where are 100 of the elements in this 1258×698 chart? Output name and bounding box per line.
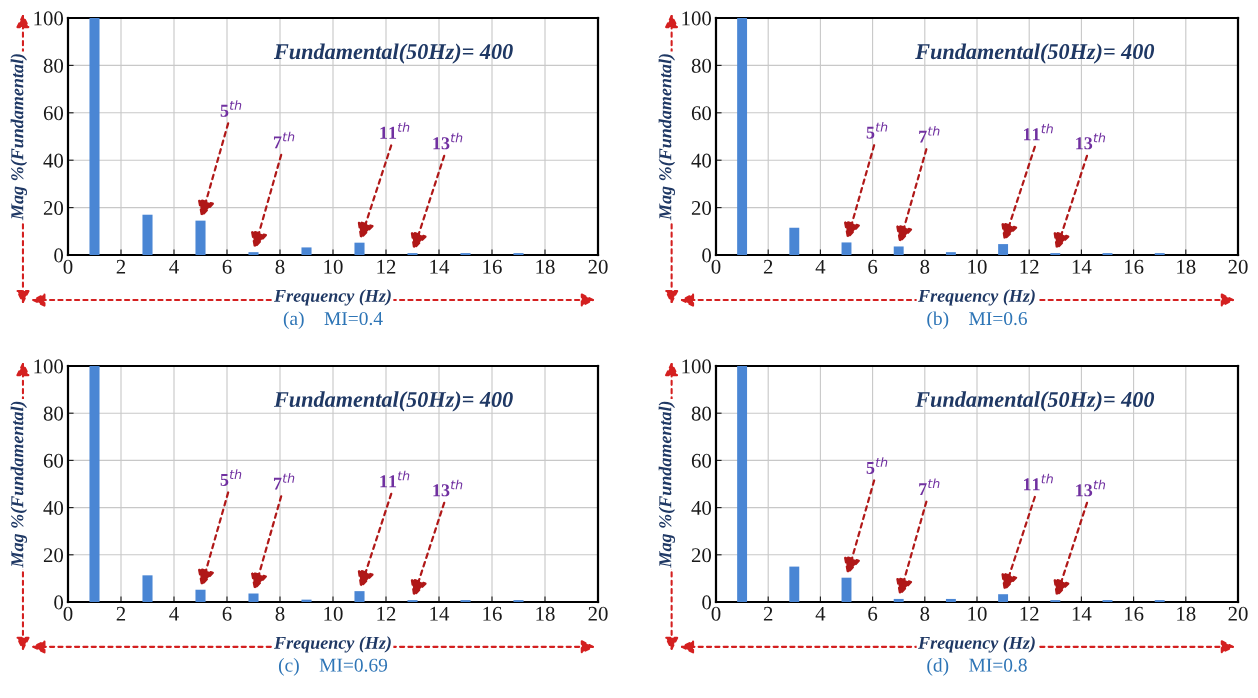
bar	[142, 575, 153, 602]
bar	[893, 246, 904, 255]
annotation: Fundamental(50Hz)= 400	[915, 391, 1155, 412]
x-tick-label: 2	[763, 259, 773, 274]
annotation: 13$^{th}$	[1076, 479, 1106, 497]
text: (a) MI=0.4	[283, 311, 383, 330]
y-tick-label: 0	[54, 248, 64, 263]
annotation: 11$^{th}$	[1023, 123, 1053, 141]
x-tick-label: 4	[169, 259, 179, 274]
annotation: 5$^{th}$	[220, 469, 242, 486]
y-tick-label: 20	[691, 548, 712, 563]
bar	[142, 214, 153, 255]
y-tick-label: 100	[682, 359, 712, 374]
x-tick-label: 16	[1125, 259, 1144, 274]
bar	[893, 598, 904, 602]
x-tick-label: 20	[588, 259, 608, 274]
bar	[195, 220, 206, 255]
annotation: 5$^{th}$	[220, 100, 242, 117]
annotation: 11$^{th}$	[380, 122, 410, 139]
x-tick-label: 18	[536, 606, 555, 621]
bar	[301, 247, 312, 255]
y-tick-label: 80	[691, 58, 712, 73]
bar	[248, 252, 259, 255]
annotation: 5$^{th}$	[866, 457, 888, 474]
bar	[945, 598, 956, 602]
x-tick-label: 16	[483, 259, 502, 274]
x-tick-label: 6	[868, 259, 878, 274]
x-tick-label: 10	[324, 606, 343, 621]
x-tick-label: 14	[1072, 606, 1092, 621]
x-tick-label: 12	[377, 606, 396, 621]
x-axis-title: Frequency (Hz)	[918, 289, 1035, 306]
x-tick-label: 20	[1228, 259, 1248, 274]
y-axis-title: Mag %(Fundamental)	[10, 54, 28, 221]
y-tick-label: 60	[691, 106, 712, 121]
x-tick-label: 10	[324, 259, 343, 274]
y-axis-title: Mag %(Fundamental)	[658, 401, 676, 568]
annotation: 13$^{th}$	[433, 479, 463, 497]
x-tick-label: 4	[815, 606, 826, 621]
x-axis-title: Frequency (Hz)	[918, 636, 1035, 653]
annotation: Fundamental(50Hz)= 400	[273, 43, 513, 64]
x-tick-label: 6	[222, 259, 232, 274]
x-tick-label: 2	[116, 606, 126, 621]
annotation: 7$^{th}$	[919, 126, 940, 143]
annotation: 7$^{th}$	[273, 131, 295, 149]
x-tick-label: 14	[430, 259, 450, 274]
x-tick-label: 14	[430, 606, 450, 621]
text: (b) MI=0.6	[927, 311, 1027, 330]
x-tick-label: 12	[377, 259, 396, 274]
y-tick-label: 60	[43, 453, 64, 468]
y-axis-title: Mag %(Fundamental)	[658, 54, 676, 221]
bar	[354, 242, 365, 255]
bar	[737, 366, 748, 602]
y-tick-label: 80	[691, 406, 712, 421]
x-tick-label: 10	[968, 259, 987, 274]
text: (d) MI=0.8	[927, 658, 1027, 676]
y-tick-label: 100	[682, 11, 712, 26]
x-axis-title: Frequency (Hz)	[274, 636, 391, 653]
y-tick-label: 80	[43, 58, 64, 73]
x-axis-title: Frequency (Hz)	[274, 289, 391, 306]
x-tick-label: 16	[1125, 606, 1144, 621]
annotation: Fundamental(50Hz)= 400	[273, 391, 513, 412]
annotation: 13$^{th}$	[1076, 132, 1106, 150]
y-tick-label: 0	[702, 248, 712, 263]
x-tick-label: 2	[116, 259, 126, 274]
bar	[945, 252, 956, 255]
x-tick-label: 16	[483, 606, 502, 621]
annotation: 7$^{th}$	[273, 473, 295, 490]
annotation: 13$^{th}$	[433, 132, 463, 150]
bar	[789, 566, 800, 602]
bar	[789, 227, 800, 255]
x-tick-label: 8	[275, 259, 285, 274]
x-tick-label: 20	[588, 606, 608, 621]
bar	[354, 591, 365, 602]
x-tick-label: 10	[968, 606, 987, 621]
annotation: Fundamental(50Hz)= 400	[915, 43, 1155, 64]
y-tick-label: 40	[691, 500, 712, 516]
bar	[248, 593, 259, 602]
bar	[998, 244, 1009, 255]
x-tick-label: 8	[275, 606, 285, 621]
x-tick-label: 6	[868, 606, 878, 621]
y-tick-label: 20	[691, 200, 712, 216]
annotation: 11$^{th}$	[1023, 473, 1053, 491]
y-tick-label: 20	[43, 200, 64, 216]
x-tick-label: 12	[1020, 606, 1039, 621]
x-tick-label: 2	[763, 606, 773, 621]
bar	[737, 18, 748, 255]
y-tick-label: 40	[43, 500, 64, 516]
x-tick-label: 12	[1020, 259, 1039, 274]
y-tick-label: 100	[34, 359, 64, 374]
x-tick-label: 8	[920, 606, 930, 621]
x-tick-label: 18	[1177, 259, 1196, 274]
y-tick-label: 0	[54, 595, 64, 610]
x-tick-label: 18	[536, 259, 555, 274]
annotation: 11$^{th}$	[380, 470, 410, 488]
y-tick-label: 80	[43, 406, 64, 421]
x-tick-label: 6	[222, 606, 232, 621]
y-tick-label: 40	[43, 153, 64, 168]
bar	[195, 589, 206, 602]
bar	[89, 18, 100, 255]
y-tick-label: 100	[34, 11, 64, 26]
